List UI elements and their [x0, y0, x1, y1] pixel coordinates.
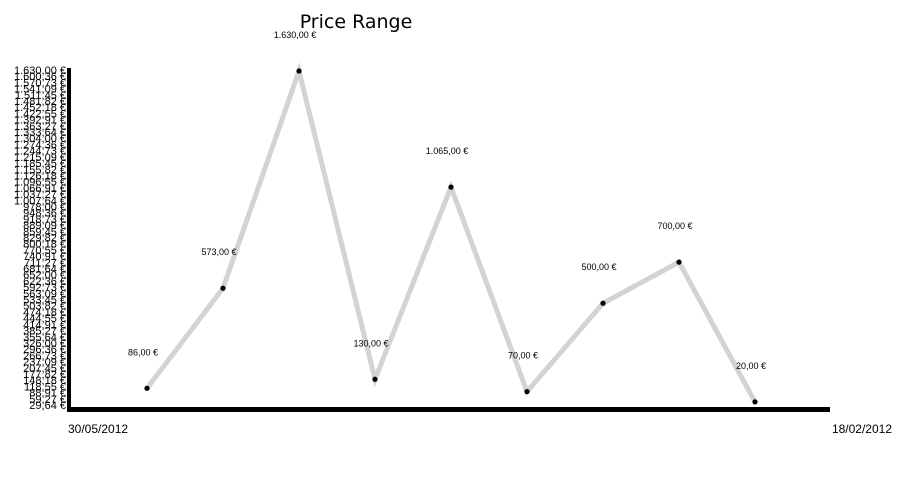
y-tick-label: 533,45 €	[23, 295, 66, 307]
y-tick-label: 1.185,45 €	[14, 158, 66, 170]
data-label: 86,00 €	[128, 347, 158, 357]
data-point	[296, 68, 302, 74]
data-label: 70,00 €	[508, 351, 538, 361]
y-tick-label: 177,82 €	[23, 369, 66, 381]
y-tick-label: 148,18 €	[23, 375, 66, 387]
data-label: 500,00 €	[581, 262, 616, 272]
y-tick-label: 326,00 €	[23, 338, 66, 350]
data-label: 573,00 €	[201, 247, 236, 257]
y-tick-label: 59,27 €	[29, 394, 66, 406]
y-tick-label: 948,36 €	[23, 208, 66, 220]
series-price	[144, 62, 758, 405]
data-label: 700,00 €	[657, 221, 692, 231]
data-label: 20,00 €	[736, 361, 766, 371]
y-tick-label: 1.274,36 €	[14, 139, 66, 151]
chart-title: Price Range	[300, 11, 413, 33]
x-axis-line	[67, 407, 830, 412]
y-tick-label: 711,27 €	[24, 257, 66, 269]
y-tick-label: 29,64 €	[29, 400, 66, 412]
y-tick-label: 1.244,73 €	[14, 146, 66, 158]
data-labels: 86,00 € 573,00 € 1.630,00 € 130,00 € 1.065,0…	[128, 30, 766, 371]
y-tick-label: 563,09 €	[23, 288, 66, 300]
y-axis-line	[67, 68, 71, 411]
y-tick-label: 266,73 €	[23, 350, 66, 362]
y-tick-label: 88,91 €	[29, 388, 66, 400]
data-point	[752, 399, 758, 405]
y-tick-label: 681,64 €	[23, 264, 66, 276]
y-tick-label: 1.481,82 €	[14, 96, 66, 108]
y-tick-label: 503,82 €	[23, 301, 66, 313]
x-tick-label-end: 18/02/2012	[832, 422, 892, 436]
y-tick-label: 652,00 €	[23, 270, 66, 282]
y-tick-label: 592,73 €	[23, 282, 66, 294]
y-tick-label: 1.126,18 €	[14, 170, 66, 182]
data-point	[372, 376, 378, 382]
y-tick-label: 622,36 €	[23, 276, 66, 288]
data-point	[524, 389, 530, 395]
y-tick-label: 118,55 €	[24, 381, 66, 393]
y-tick-label: 1.333,64 €	[14, 127, 66, 139]
y-tick-label: 1.363,27 €	[14, 121, 66, 133]
y-tick-label: 1.600,36 €	[14, 71, 66, 83]
y-tick-label: 740,91 €	[23, 251, 66, 263]
y-tick-label: 1.570,73 €	[14, 77, 66, 89]
y-tick-label: 978,00 €	[23, 201, 66, 213]
y-tick-label: 889,09 €	[23, 220, 66, 232]
data-label: 130,00 €	[353, 338, 388, 348]
y-tick-label: 385,27 €	[23, 326, 66, 338]
data-label: 1.065,00 €	[426, 146, 469, 156]
y-tick-label: 1.511,45 €	[15, 90, 66, 102]
y-tick-label: 1.541,09 €	[14, 84, 66, 96]
data-point	[220, 285, 226, 291]
y-tick-label: 296,36 €	[23, 344, 66, 356]
y-tick-label: 414,91 €	[23, 319, 66, 331]
y-tick-label: 207,45 €	[23, 363, 66, 375]
y-tick-label: 1.096,55 €	[14, 177, 66, 189]
y-tick-label: 859,45 €	[23, 226, 66, 238]
y-tick-label: 237,09 €	[23, 357, 66, 369]
data-point	[676, 259, 682, 265]
y-tick-label: 355,64 €	[23, 332, 66, 344]
y-tick-label: 1.452,18 €	[14, 102, 66, 114]
y-tick-label: 1.007,64 €	[14, 195, 66, 207]
data-point	[448, 184, 454, 190]
data-point	[600, 300, 606, 306]
data-label: 1.630,00 €	[274, 30, 317, 40]
y-axis-ticks: 1.630,00 €1.600,36 €1.570,73 €1.541,09 €…	[14, 65, 66, 412]
y-tick-label: 1.037,27 €	[14, 189, 66, 201]
y-tick-label: 1.422,55 €	[14, 108, 66, 120]
y-tick-label: 474,18 €	[23, 307, 66, 319]
y-tick-label: 1.066,91 €	[14, 183, 66, 195]
series-line	[145, 62, 758, 404]
data-point	[144, 385, 150, 391]
y-tick-label: 1.304,00 €	[14, 133, 66, 145]
y-tick-label: 770,55 €	[23, 245, 66, 257]
y-tick-label: 444,55 €	[23, 313, 66, 325]
y-tick-label: 829,82 €	[23, 233, 66, 245]
x-tick-label-start: 30/05/2012	[68, 422, 128, 436]
y-tick-label: 800,18 €	[23, 239, 66, 251]
y-tick-label: 1.155,82 €	[14, 164, 66, 176]
y-tick-label: 1.630,00 €	[14, 65, 66, 77]
y-tick-label: 1.215,09 €	[14, 152, 66, 164]
y-tick-label: 918,73 €	[23, 214, 66, 226]
y-tick-label: 1.392,91 €	[14, 115, 66, 127]
